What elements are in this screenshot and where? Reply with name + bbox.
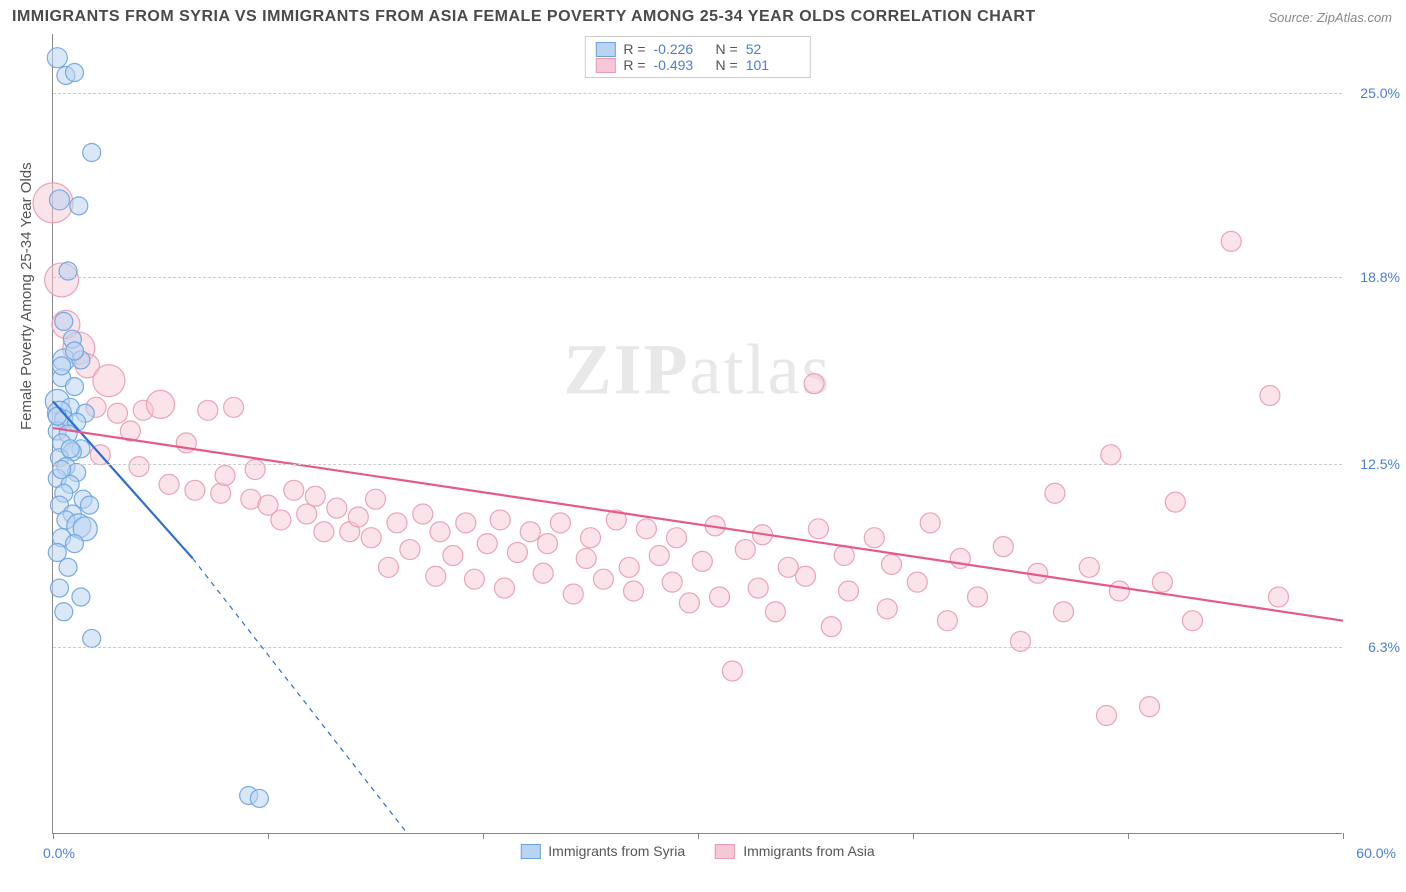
swatch-syria xyxy=(595,42,615,57)
x-axis-min-label: 0.0% xyxy=(43,845,75,861)
x-tick xyxy=(53,833,54,839)
x-tick xyxy=(268,833,269,839)
legend-series: Immigrants from Syria Immigrants from As… xyxy=(520,843,874,859)
plot-area: ZIPatlas R = -0.226 N = 52 R = -0.493 N … xyxy=(52,34,1342,834)
legend-row-asia: R = -0.493 N = 101 xyxy=(595,57,799,73)
y-tick-label: 25.0% xyxy=(1360,85,1400,101)
gridline xyxy=(53,277,1342,278)
x-tick xyxy=(913,833,914,839)
legend-item-syria: Immigrants from Syria xyxy=(520,843,685,859)
swatch-asia xyxy=(595,58,615,73)
legend-correlation-box: R = -0.226 N = 52 R = -0.493 N = 101 xyxy=(584,36,810,78)
gridline xyxy=(53,464,1342,465)
x-axis-max-label: 60.0% xyxy=(1356,845,1396,861)
y-tick-label: 12.5% xyxy=(1360,456,1400,472)
y-tick-label: 6.3% xyxy=(1368,639,1400,655)
swatch-asia-icon xyxy=(715,844,735,859)
source-attribution: Source: ZipAtlas.com xyxy=(1268,10,1392,25)
chart-title: IMMIGRANTS FROM SYRIA VS IMMIGRANTS FROM… xyxy=(12,8,1036,26)
x-tick xyxy=(698,833,699,839)
x-tick xyxy=(483,833,484,839)
gridline xyxy=(53,647,1342,648)
y-tick-label: 18.8% xyxy=(1360,269,1400,285)
legend-row-syria: R = -0.226 N = 52 xyxy=(595,41,799,57)
swatch-syria-icon xyxy=(520,844,540,859)
x-tick xyxy=(1343,833,1344,839)
legend-item-asia: Immigrants from Asia xyxy=(715,843,874,859)
x-tick xyxy=(1128,833,1129,839)
gridline xyxy=(53,93,1342,94)
scatter-svg xyxy=(53,34,1342,833)
